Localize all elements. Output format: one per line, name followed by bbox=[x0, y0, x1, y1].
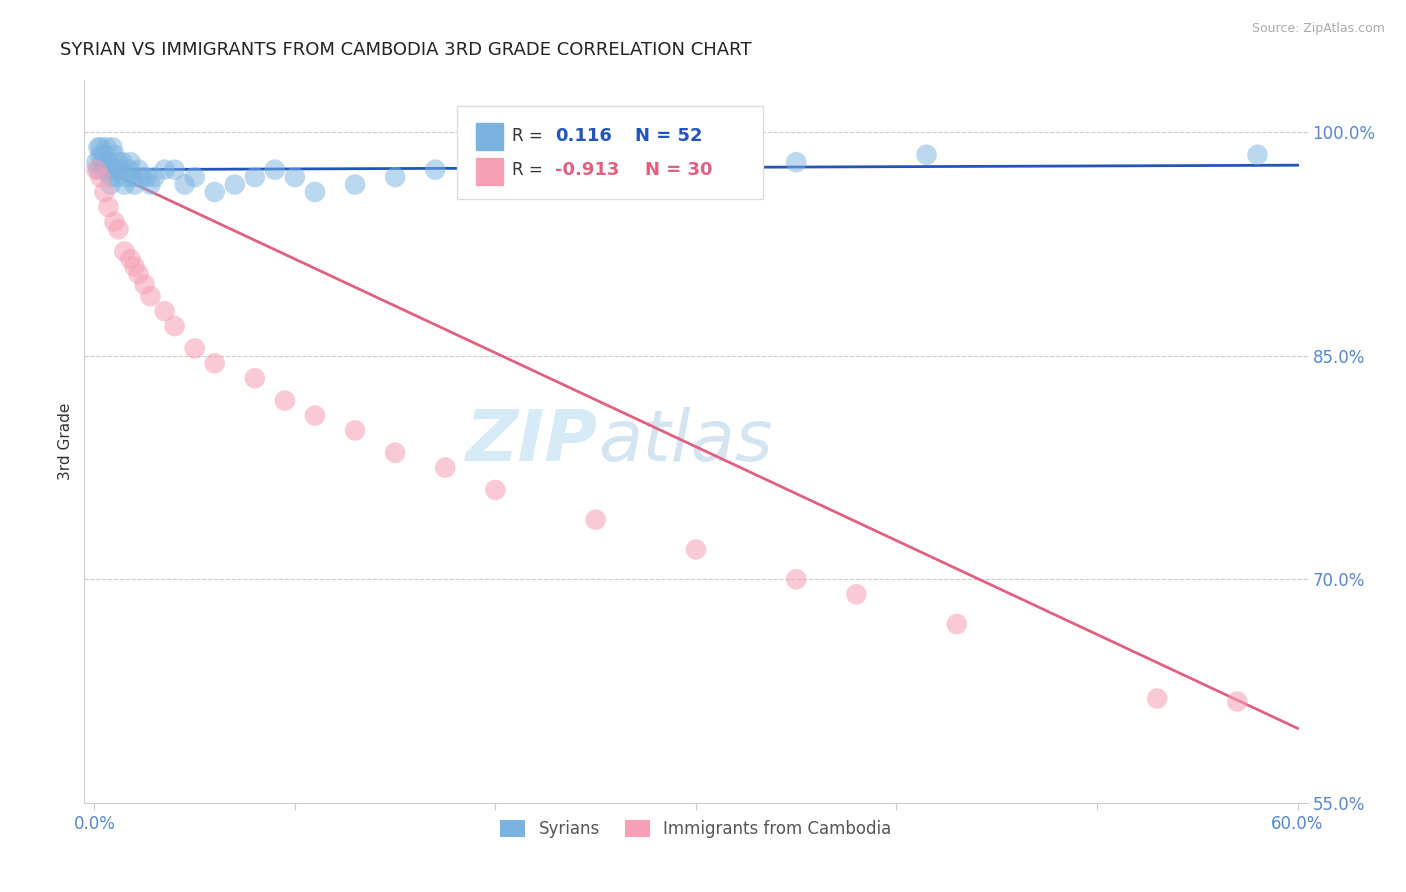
Point bbox=[124, 260, 146, 274]
Point bbox=[484, 483, 506, 497]
Point bbox=[945, 617, 967, 632]
Point bbox=[107, 222, 129, 236]
Point bbox=[263, 162, 285, 177]
Point bbox=[1226, 694, 1249, 708]
Point bbox=[114, 178, 136, 192]
Point bbox=[284, 170, 307, 185]
Point bbox=[153, 162, 176, 177]
Text: atlas: atlas bbox=[598, 407, 773, 476]
Point bbox=[134, 277, 156, 292]
Point bbox=[1146, 691, 1168, 706]
Point bbox=[97, 162, 120, 177]
Point bbox=[384, 170, 406, 185]
Point bbox=[93, 148, 115, 162]
Point bbox=[384, 446, 406, 460]
Text: R =: R = bbox=[513, 161, 548, 179]
Point bbox=[274, 393, 297, 408]
Point bbox=[107, 155, 129, 169]
Text: Source: ZipAtlas.com: Source: ZipAtlas.com bbox=[1251, 22, 1385, 36]
Point bbox=[120, 155, 142, 169]
Point bbox=[101, 140, 124, 154]
Point bbox=[97, 155, 120, 169]
Point bbox=[111, 155, 134, 169]
Point bbox=[153, 304, 176, 318]
Point bbox=[96, 155, 118, 169]
Point bbox=[163, 319, 186, 334]
Point bbox=[124, 178, 146, 192]
Point bbox=[304, 409, 326, 423]
FancyBboxPatch shape bbox=[475, 123, 503, 151]
Point bbox=[110, 162, 132, 177]
Point bbox=[139, 178, 162, 192]
Point bbox=[173, 178, 195, 192]
Point bbox=[344, 423, 367, 437]
Point bbox=[86, 162, 108, 177]
Point bbox=[204, 356, 226, 370]
Point bbox=[131, 170, 153, 185]
Point bbox=[103, 215, 125, 229]
Point bbox=[785, 572, 807, 586]
Point bbox=[89, 140, 111, 154]
Point bbox=[128, 162, 150, 177]
FancyBboxPatch shape bbox=[475, 158, 503, 185]
Point bbox=[96, 140, 118, 154]
Text: SYRIAN VS IMMIGRANTS FROM CAMBODIA 3RD GRADE CORRELATION CHART: SYRIAN VS IMMIGRANTS FROM CAMBODIA 3RD G… bbox=[60, 41, 751, 59]
Point bbox=[97, 200, 120, 214]
Point bbox=[100, 170, 122, 185]
Point bbox=[344, 178, 367, 192]
Point bbox=[103, 148, 125, 162]
Point bbox=[139, 289, 162, 303]
Point bbox=[128, 267, 150, 281]
Point bbox=[87, 140, 110, 154]
Legend: Syrians, Immigrants from Cambodia: Syrians, Immigrants from Cambodia bbox=[494, 814, 898, 845]
Point bbox=[91, 155, 114, 169]
Point bbox=[845, 587, 868, 601]
Point bbox=[685, 162, 707, 177]
Text: 0.116: 0.116 bbox=[555, 128, 612, 145]
Text: N = 52: N = 52 bbox=[636, 128, 703, 145]
Point bbox=[135, 170, 157, 185]
Point bbox=[117, 162, 139, 177]
Point bbox=[114, 244, 136, 259]
Text: -0.913: -0.913 bbox=[555, 161, 620, 179]
Point bbox=[93, 162, 115, 177]
Point bbox=[121, 170, 143, 185]
Text: ZIP: ZIP bbox=[465, 407, 598, 476]
FancyBboxPatch shape bbox=[457, 105, 763, 200]
Point bbox=[1246, 148, 1268, 162]
Point bbox=[204, 185, 226, 199]
Point bbox=[115, 170, 138, 185]
Point bbox=[434, 460, 457, 475]
Text: R =: R = bbox=[513, 128, 548, 145]
Point bbox=[86, 155, 108, 169]
Point bbox=[243, 371, 266, 385]
Point bbox=[685, 542, 707, 557]
Point bbox=[163, 162, 186, 177]
Point bbox=[484, 155, 506, 169]
Point bbox=[87, 162, 110, 177]
Point bbox=[224, 178, 246, 192]
Point bbox=[183, 170, 205, 185]
Point bbox=[605, 170, 627, 185]
Point bbox=[544, 162, 567, 177]
Point bbox=[93, 185, 115, 199]
Text: N = 30: N = 30 bbox=[644, 161, 711, 179]
Point bbox=[243, 170, 266, 185]
Point bbox=[100, 178, 122, 192]
Point bbox=[105, 170, 128, 185]
Point bbox=[143, 170, 166, 185]
Point bbox=[425, 162, 447, 177]
Point bbox=[304, 185, 326, 199]
Point bbox=[89, 170, 111, 185]
Point bbox=[89, 148, 111, 162]
Point bbox=[183, 342, 205, 356]
Point bbox=[103, 162, 125, 177]
Y-axis label: 3rd Grade: 3rd Grade bbox=[58, 403, 73, 480]
Point bbox=[785, 155, 807, 169]
Point bbox=[915, 148, 938, 162]
Point bbox=[585, 513, 607, 527]
Point bbox=[120, 252, 142, 266]
